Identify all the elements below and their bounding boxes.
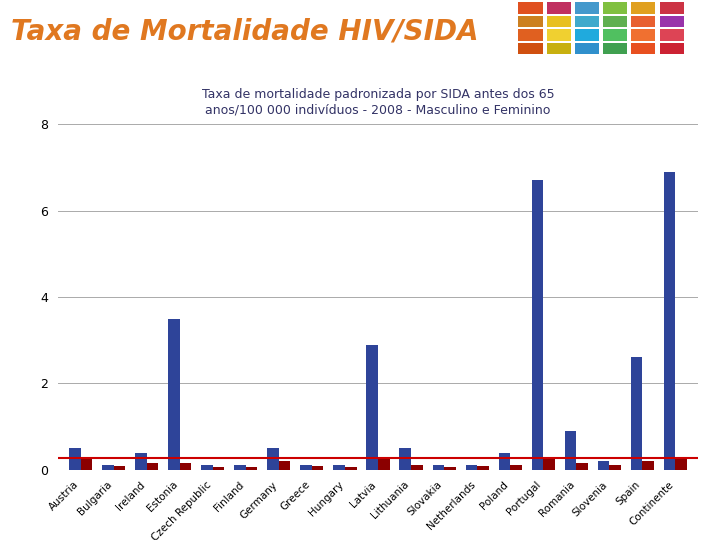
Bar bbox=[531, 180, 543, 470]
Bar bbox=[400, 448, 411, 470]
FancyBboxPatch shape bbox=[631, 2, 655, 14]
FancyBboxPatch shape bbox=[575, 16, 599, 27]
Bar bbox=[675, 459, 687, 470]
Text: Planeta Terra — 9.º ano: Planeta Terra — 9.º ano bbox=[14, 510, 217, 524]
Text: Taxa de Mortalidade HIV/SIDA: Taxa de Mortalidade HIV/SIDA bbox=[11, 18, 478, 45]
FancyBboxPatch shape bbox=[518, 2, 543, 14]
Bar bbox=[466, 465, 477, 470]
Bar bbox=[279, 461, 290, 470]
Bar bbox=[609, 465, 621, 470]
Bar bbox=[234, 465, 246, 470]
Bar bbox=[564, 431, 576, 470]
Bar bbox=[81, 459, 92, 470]
FancyBboxPatch shape bbox=[518, 43, 543, 55]
Bar bbox=[213, 467, 225, 470]
Bar bbox=[102, 465, 114, 470]
FancyBboxPatch shape bbox=[603, 29, 627, 41]
Bar bbox=[498, 453, 510, 470]
Bar bbox=[664, 172, 675, 470]
FancyBboxPatch shape bbox=[518, 16, 543, 27]
FancyBboxPatch shape bbox=[575, 2, 599, 14]
FancyBboxPatch shape bbox=[575, 29, 599, 41]
Bar bbox=[69, 448, 81, 470]
FancyBboxPatch shape bbox=[546, 29, 571, 41]
Bar bbox=[312, 467, 323, 470]
Bar bbox=[576, 463, 588, 470]
FancyBboxPatch shape bbox=[546, 16, 571, 27]
Bar bbox=[444, 467, 456, 470]
Bar bbox=[180, 463, 192, 470]
FancyBboxPatch shape bbox=[660, 16, 684, 27]
FancyBboxPatch shape bbox=[660, 29, 684, 41]
Bar bbox=[333, 465, 345, 470]
FancyBboxPatch shape bbox=[603, 2, 627, 14]
FancyBboxPatch shape bbox=[631, 29, 655, 41]
Bar bbox=[168, 319, 180, 470]
FancyBboxPatch shape bbox=[546, 2, 571, 14]
Bar bbox=[598, 461, 609, 470]
Bar bbox=[267, 448, 279, 470]
FancyBboxPatch shape bbox=[603, 16, 627, 27]
FancyBboxPatch shape bbox=[518, 29, 543, 41]
FancyBboxPatch shape bbox=[631, 16, 655, 27]
FancyBboxPatch shape bbox=[660, 43, 684, 55]
Bar bbox=[642, 461, 654, 470]
FancyBboxPatch shape bbox=[660, 2, 684, 14]
Bar bbox=[378, 459, 390, 470]
Bar bbox=[510, 464, 522, 470]
Bar bbox=[300, 465, 312, 470]
Bar bbox=[246, 467, 258, 470]
Bar bbox=[433, 465, 444, 470]
Bar bbox=[411, 464, 423, 470]
Bar bbox=[366, 345, 378, 470]
Bar bbox=[477, 467, 489, 470]
Text: Santillana: Santillana bbox=[619, 510, 706, 524]
Bar bbox=[114, 467, 125, 470]
Bar bbox=[135, 453, 147, 470]
Bar bbox=[631, 357, 642, 470]
FancyBboxPatch shape bbox=[603, 43, 627, 55]
Bar bbox=[543, 459, 554, 470]
FancyBboxPatch shape bbox=[546, 43, 571, 55]
FancyBboxPatch shape bbox=[631, 43, 655, 55]
FancyBboxPatch shape bbox=[575, 43, 599, 55]
Bar bbox=[147, 463, 158, 470]
Title: Taxa de mortalidade padronizada por SIDA antes dos 65
anos/100 000 indivíduos - : Taxa de mortalidade padronizada por SIDA… bbox=[202, 88, 554, 116]
Bar bbox=[345, 467, 356, 470]
Bar bbox=[202, 465, 213, 470]
